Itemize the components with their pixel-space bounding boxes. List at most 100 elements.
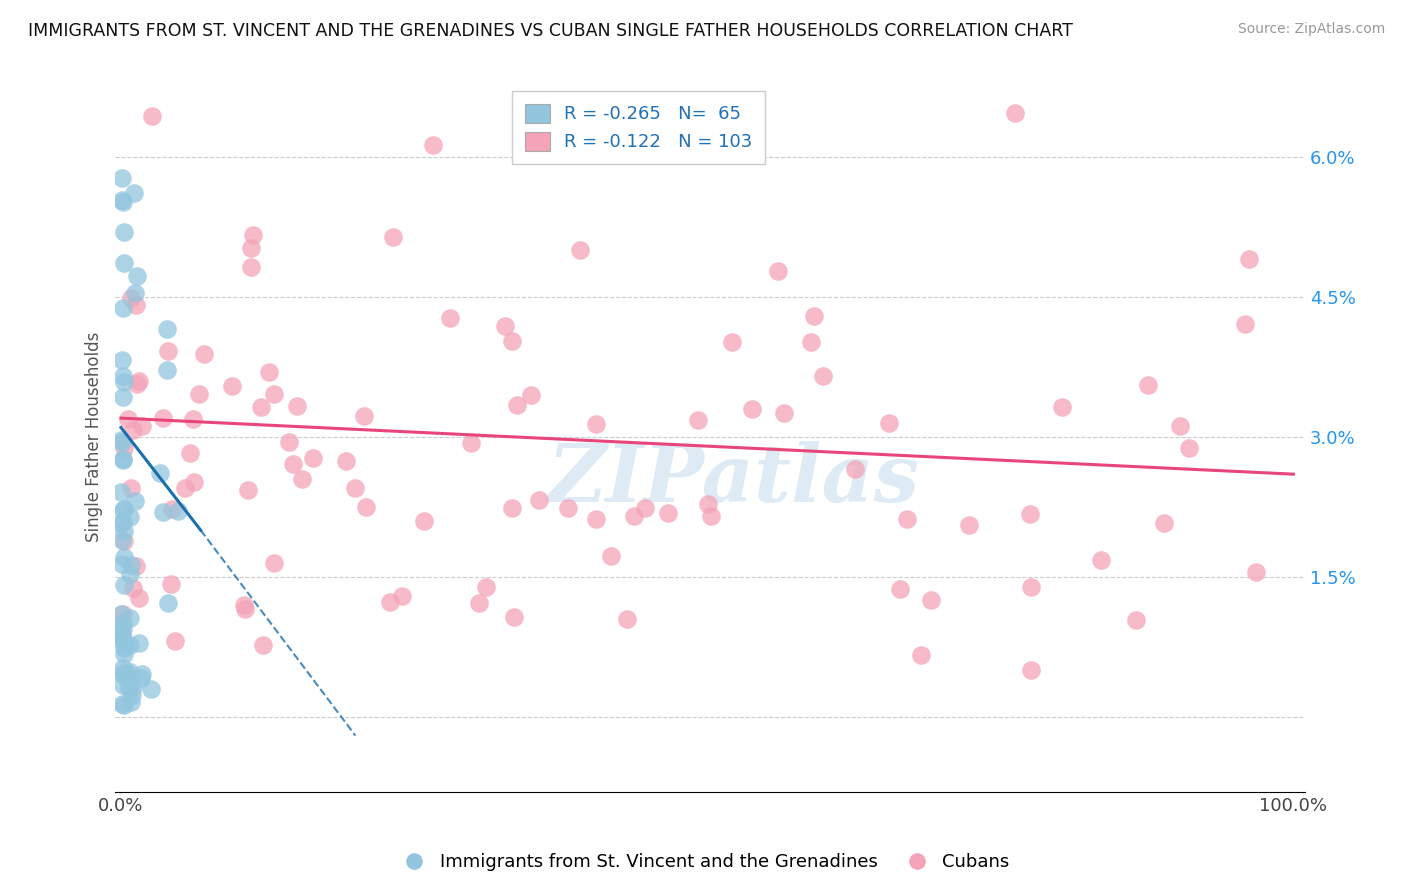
Point	[112, 301, 135, 315]
Point	[696, 497, 718, 511]
Point	[957, 518, 980, 533]
Point	[125, 559, 148, 574]
Point	[112, 501, 135, 516]
Point	[803, 310, 825, 324]
Point	[120, 638, 142, 652]
Point	[623, 508, 645, 523]
Point	[1004, 105, 1026, 120]
Point	[111, 369, 134, 384]
Point	[110, 434, 132, 448]
Point	[382, 229, 405, 244]
Point	[111, 678, 134, 692]
Point	[616, 612, 638, 626]
Point	[501, 334, 523, 348]
Point	[156, 596, 179, 610]
Point	[232, 598, 254, 612]
Point	[813, 369, 835, 384]
Point	[111, 452, 134, 467]
Point	[163, 634, 186, 648]
Point	[112, 698, 135, 712]
Point	[844, 462, 866, 476]
Point	[920, 593, 942, 607]
Point	[111, 557, 134, 571]
Point	[766, 264, 789, 278]
Point	[110, 607, 132, 621]
Point	[124, 285, 146, 300]
Point	[156, 322, 179, 336]
Point	[422, 138, 444, 153]
Point	[585, 417, 607, 431]
Point	[118, 681, 141, 695]
Point	[112, 661, 135, 675]
Point	[122, 680, 145, 694]
Point	[127, 269, 149, 284]
Point	[233, 602, 256, 616]
Point	[152, 411, 174, 425]
Point	[120, 694, 142, 708]
Point	[1178, 441, 1201, 455]
Point	[141, 681, 163, 696]
Point	[111, 193, 134, 207]
Point	[111, 697, 134, 711]
Point	[413, 514, 436, 528]
Point	[242, 227, 264, 242]
Point	[278, 434, 301, 449]
Point	[111, 353, 134, 368]
Point	[291, 472, 314, 486]
Point	[1244, 565, 1267, 579]
Point	[120, 566, 142, 581]
Point	[1237, 252, 1260, 267]
Point	[122, 423, 145, 437]
Point	[910, 648, 932, 663]
Point	[335, 454, 357, 468]
Point	[263, 556, 285, 570]
Point	[111, 615, 134, 630]
Point	[263, 387, 285, 401]
Point	[120, 481, 142, 495]
Point	[1019, 663, 1042, 677]
Point	[111, 434, 134, 449]
Point	[741, 402, 763, 417]
Point	[1153, 516, 1175, 530]
Point	[111, 194, 134, 209]
Point	[166, 504, 188, 518]
Point	[281, 457, 304, 471]
Point	[149, 466, 172, 480]
Point	[1125, 613, 1147, 627]
Point	[585, 512, 607, 526]
Point	[111, 451, 134, 466]
Point	[1050, 401, 1073, 415]
Point	[494, 319, 516, 334]
Point	[131, 667, 153, 681]
Point	[657, 506, 679, 520]
Point	[120, 611, 142, 625]
Point	[121, 688, 143, 702]
Point	[1168, 418, 1191, 433]
Point	[117, 411, 139, 425]
Point	[391, 589, 413, 603]
Point	[127, 376, 149, 391]
Point	[160, 502, 183, 516]
Point	[877, 417, 900, 431]
Point	[468, 596, 491, 610]
Point	[141, 109, 163, 123]
Point	[157, 344, 180, 359]
Point	[460, 435, 482, 450]
Point	[115, 666, 138, 681]
Point	[124, 298, 146, 312]
Point	[187, 387, 209, 401]
Point	[111, 171, 134, 186]
Point	[120, 558, 142, 572]
Point	[1090, 553, 1112, 567]
Point	[112, 533, 135, 548]
Point	[252, 638, 274, 652]
Point	[159, 577, 181, 591]
Point	[557, 500, 579, 515]
Point	[128, 635, 150, 649]
Legend: R = -0.265   N=  65, R = -0.122   N = 103: R = -0.265 N= 65, R = -0.122 N = 103	[512, 91, 765, 164]
Point	[112, 647, 135, 661]
Point	[721, 334, 744, 349]
Point	[285, 400, 308, 414]
Point	[239, 260, 262, 274]
Point	[439, 310, 461, 325]
